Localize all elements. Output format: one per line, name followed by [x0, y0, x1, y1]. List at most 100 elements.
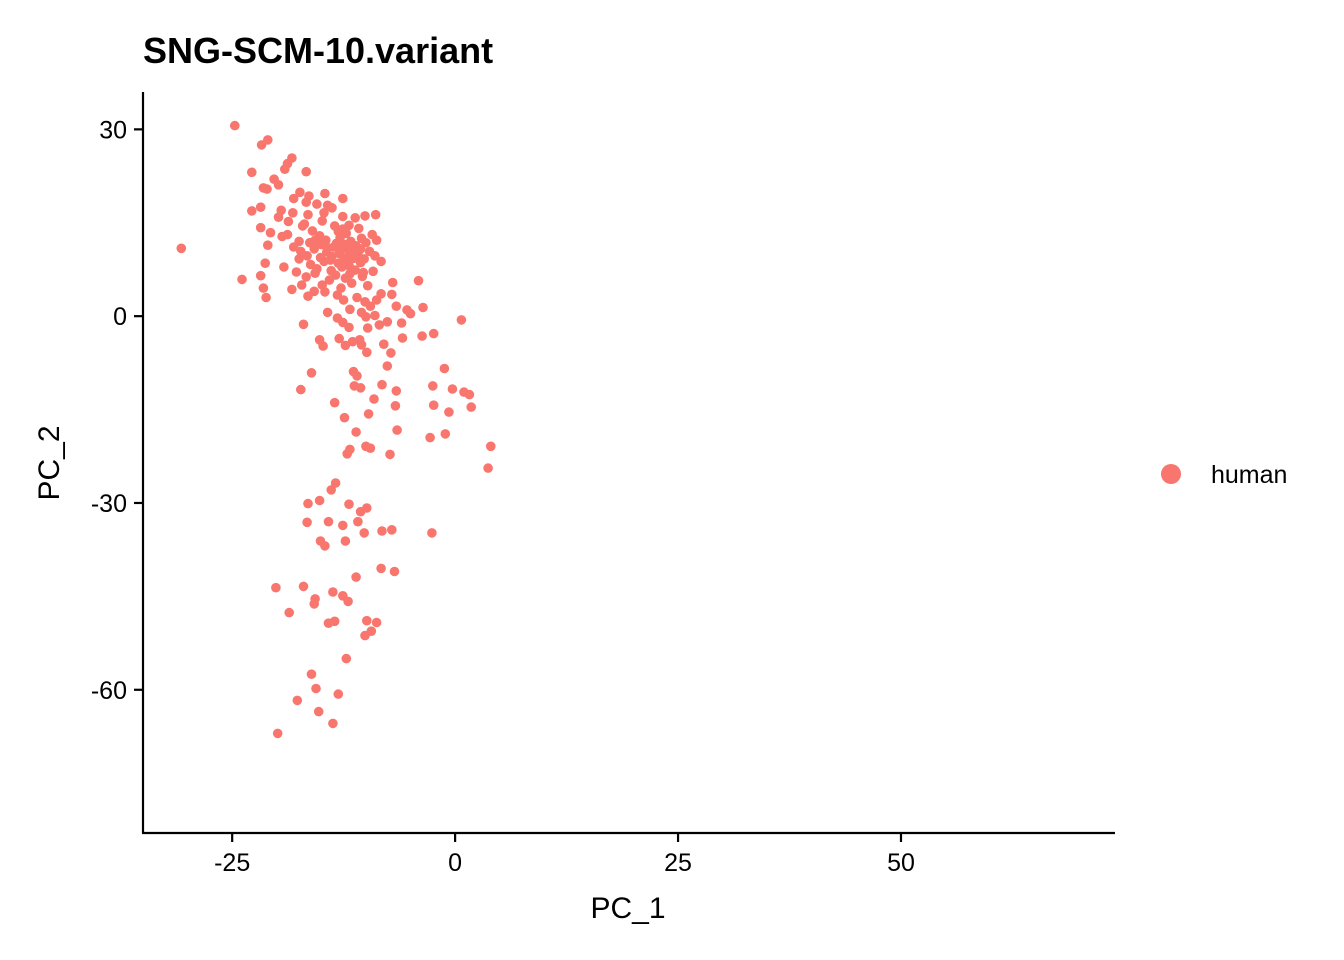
data-point [405, 308, 416, 319]
data-point [360, 630, 370, 641]
x-axis-label: PC_1 [590, 892, 665, 925]
data-point [323, 516, 334, 527]
data-point [291, 267, 302, 277]
data-point [296, 280, 307, 290]
data-point [305, 259, 316, 270]
data-point [413, 275, 424, 286]
data-point [309, 599, 320, 609]
data-point [279, 262, 289, 272]
data-point [387, 277, 398, 288]
data-point [309, 286, 320, 297]
data-point [310, 235, 320, 245]
data-point [338, 193, 348, 204]
data-point [376, 256, 386, 267]
data-point [352, 292, 362, 303]
data-point [346, 278, 357, 289]
data-point [318, 341, 328, 351]
data-point [317, 280, 328, 290]
data-point [295, 187, 305, 198]
data-point [258, 283, 269, 293]
y-tick-label: 0 [113, 303, 127, 331]
data-point [288, 208, 298, 218]
data-point [320, 541, 330, 551]
legend-marker-human [1161, 464, 1181, 484]
data-point [379, 339, 389, 350]
data-point [360, 211, 370, 221]
data-point [382, 317, 393, 327]
data-point [272, 728, 283, 739]
data-point [340, 340, 351, 351]
chart-title: SNG-SCM-10.variant [143, 30, 493, 71]
data-point [303, 498, 313, 509]
data-point [456, 315, 467, 325]
data-point [298, 581, 309, 592]
data-point [313, 706, 324, 717]
data-point [247, 167, 257, 178]
data-point [341, 653, 352, 664]
data-point [303, 209, 313, 220]
data-point [255, 202, 266, 212]
data-point [376, 289, 386, 299]
legend-label-human: human [1211, 461, 1287, 489]
data-point [230, 120, 240, 131]
data-point [382, 361, 393, 371]
data-point [333, 689, 344, 699]
x-tick-label: 0 [448, 849, 462, 877]
data-point [355, 244, 366, 254]
data-point [447, 384, 458, 394]
data-point [359, 528, 370, 538]
data-point [329, 616, 340, 627]
data-point [361, 312, 371, 322]
data-point [302, 251, 312, 261]
y-tick-label: -60 [91, 677, 127, 705]
data-point [306, 669, 317, 679]
data-point [237, 274, 247, 285]
x-tick-label: -25 [214, 849, 250, 877]
data-point [439, 363, 450, 374]
data-point [260, 258, 271, 269]
data-point [386, 348, 396, 358]
data-point [330, 478, 341, 488]
data-point [306, 368, 317, 378]
data-point [338, 224, 348, 234]
data-point [263, 240, 273, 250]
data-point [358, 267, 369, 278]
data-point [397, 333, 408, 343]
data-point [342, 449, 353, 459]
data-point [365, 301, 376, 312]
data-point [428, 381, 438, 391]
data-point [310, 268, 320, 279]
data-point [294, 254, 304, 264]
data-point [302, 517, 312, 528]
data-point [345, 304, 355, 315]
data-point [351, 572, 361, 582]
data-point [328, 718, 338, 729]
data-point [362, 280, 373, 291]
data-point [396, 318, 407, 328]
x-tick-label: 50 [887, 849, 915, 877]
data-point [262, 184, 272, 194]
data-point [391, 386, 402, 396]
data-point [340, 239, 351, 250]
data-point [334, 333, 345, 344]
data-point [336, 283, 346, 293]
data-point [344, 499, 354, 510]
data-point [418, 302, 428, 313]
data-point [338, 520, 348, 531]
data-point [428, 328, 439, 339]
data-point [486, 441, 496, 452]
data-point [338, 317, 348, 328]
data-point [370, 251, 380, 261]
data-point [425, 432, 435, 443]
data-point [352, 371, 362, 381]
data-point [417, 331, 427, 341]
data-point [255, 222, 266, 233]
data-point [351, 427, 361, 437]
data-point [355, 383, 366, 393]
data-point [355, 257, 366, 268]
y-tick-label: -30 [91, 490, 127, 518]
data-point [256, 140, 267, 150]
data-point [362, 503, 372, 513]
data-point [322, 307, 333, 318]
data-point [362, 347, 372, 358]
